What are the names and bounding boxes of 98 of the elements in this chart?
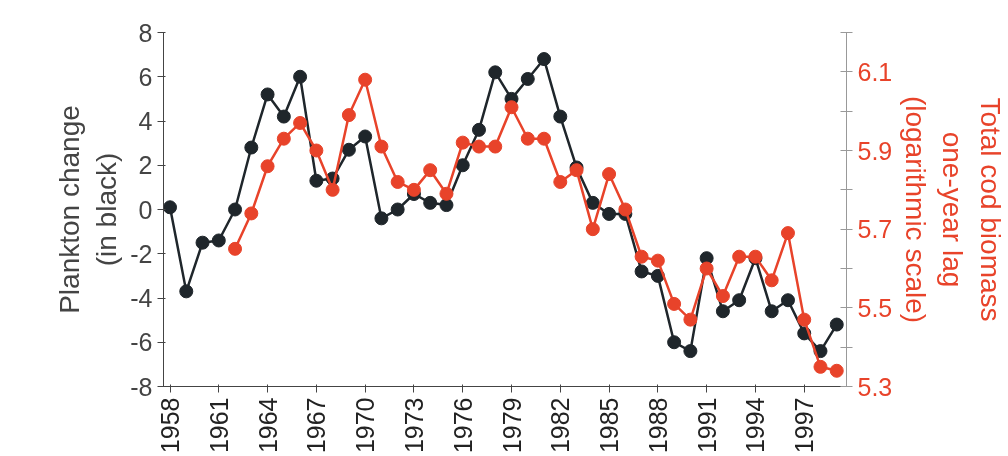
point (406, 182, 421, 197)
point (358, 72, 373, 87)
point (504, 100, 519, 115)
y-tick-label: -2 (130, 239, 153, 268)
point (163, 200, 177, 215)
point (634, 249, 649, 264)
point (309, 173, 324, 188)
point (634, 264, 649, 279)
x-tick-label: 1961 (204, 397, 233, 454)
point (228, 202, 243, 217)
point (471, 122, 486, 137)
point (211, 233, 226, 248)
point (715, 304, 730, 319)
point (439, 186, 454, 201)
y2-tick-label: 5.7 (857, 215, 893, 244)
point (537, 52, 552, 67)
y-axis-title: Plankton change (in black) (54, 105, 123, 314)
point (374, 211, 389, 226)
x-tick-label: 1988 (643, 397, 672, 454)
point (732, 293, 747, 308)
y-tick-label: -8 (130, 372, 153, 401)
point (602, 206, 617, 221)
point (520, 71, 535, 86)
point (341, 142, 356, 157)
point (390, 202, 405, 217)
x-tick-label: 1958 (156, 397, 184, 454)
x-tick-label: 1982 (546, 397, 575, 454)
x-tick-label: 1979 (497, 397, 526, 454)
point (439, 198, 454, 213)
point (650, 253, 665, 268)
point (471, 139, 486, 154)
point (764, 273, 779, 288)
point (488, 65, 503, 80)
x-tick-label: 1964 (253, 397, 282, 454)
point (667, 296, 682, 311)
x-tick-label: 1973 (399, 397, 428, 454)
y2-tick-label: 5.3 (857, 372, 893, 401)
point (780, 226, 795, 241)
y2-tick-label: 5.9 (857, 136, 893, 165)
point (309, 143, 324, 158)
point (553, 109, 568, 124)
y2-tick-label: 6.1 (857, 57, 893, 86)
point (667, 335, 682, 350)
point (829, 317, 844, 332)
point (244, 140, 259, 155)
point (618, 202, 633, 217)
point (585, 195, 600, 210)
x-tick-label: 1997 (790, 397, 819, 454)
point (293, 69, 308, 84)
y-tick-label: 6 (138, 62, 153, 91)
point (195, 235, 210, 250)
point (829, 363, 844, 378)
point (244, 206, 259, 221)
point (797, 312, 812, 327)
point (390, 174, 405, 189)
point (455, 158, 470, 173)
point (179, 284, 194, 299)
y-tick-label: 4 (138, 107, 153, 135)
point (813, 359, 828, 374)
point (228, 241, 243, 256)
point (553, 174, 568, 189)
x-tick-label: 1970 (351, 397, 380, 454)
point (732, 249, 747, 264)
y2-tick-label: 5.5 (857, 293, 893, 322)
x-tick-label: 1967 (302, 397, 331, 454)
point (683, 344, 698, 359)
point (341, 108, 356, 123)
point (699, 261, 714, 276)
point (488, 139, 503, 154)
x-tick-label: 1991 (692, 397, 721, 454)
point (715, 289, 730, 304)
point (764, 304, 779, 319)
x-tick-label: 1976 (448, 397, 477, 454)
point (358, 129, 373, 144)
y-tick-label: 8 (138, 18, 153, 47)
point (602, 167, 617, 182)
point (683, 312, 698, 327)
point (260, 87, 275, 102)
y2-axis-title: Total cod biomass one-year lag (logarithmic scale) (900, 95, 1006, 324)
point (423, 195, 438, 210)
point (780, 293, 795, 308)
y-tick-label: -4 (130, 284, 153, 312)
point (325, 182, 340, 197)
point (260, 159, 275, 174)
point (293, 115, 308, 130)
y-tick-label: 2 (138, 151, 153, 180)
point (585, 222, 600, 237)
y-tick-label: 0 (138, 195, 153, 224)
point (423, 163, 438, 178)
y-tick-label: -6 (130, 328, 153, 357)
point (455, 135, 470, 150)
point (537, 131, 552, 146)
point (374, 139, 389, 154)
point (276, 131, 291, 146)
point (276, 109, 291, 124)
x-tick-label: 1994 (741, 397, 770, 454)
point (520, 131, 535, 146)
x-tick-label: 1985 (595, 397, 624, 454)
